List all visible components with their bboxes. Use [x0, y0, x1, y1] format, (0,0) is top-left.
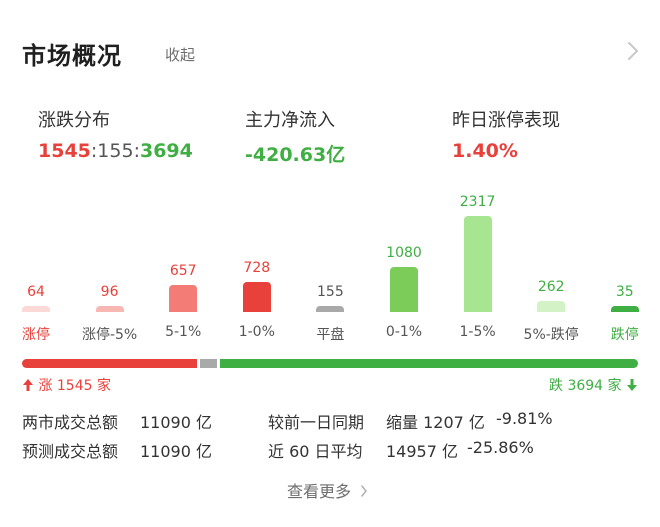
bar-5: [390, 267, 418, 312]
bar-value-label: 96: [100, 284, 119, 300]
bar-value-label: 2317: [459, 194, 496, 210]
bar-category-label: 0-1%: [385, 324, 423, 340]
down-legend: 跌 3694 家: [549, 375, 638, 396]
total-turnover-value: 11090 亿: [140, 413, 212, 432]
compare-label: 较前一日同期: [268, 413, 365, 432]
bar-2: [169, 284, 198, 312]
view-more-label: 查看更多: [287, 482, 352, 501]
sep: :: [90, 140, 98, 162]
arrow-up-icon: [22, 378, 34, 396]
down-progress-segment: [220, 359, 638, 368]
net-flow-value: -420.63亿: [245, 144, 346, 166]
bar-category-label: 1-5%: [459, 324, 496, 340]
bar-8: [610, 306, 639, 312]
distribution-chart: 64 涨停 96 涨停-5% 657 5-1% 728 1-0% 155 平盘 1080 0-1% 23…: [22, 194, 639, 343]
flat-progress-segment: [199, 359, 218, 368]
bar-3: [242, 281, 271, 312]
bar-category-label: 5%-跌停: [523, 327, 579, 343]
forecast-turnover-value: 11090 亿: [140, 442, 212, 461]
avg60-pct: -25.86%: [467, 438, 534, 457]
bar-value-label: 1080: [386, 245, 422, 262]
bar-7: [537, 301, 566, 312]
total-turnover-label: 两市成交总额: [22, 413, 119, 432]
down-legend-label: 跌 3694 家: [549, 378, 622, 394]
bar-1: [95, 306, 124, 312]
bar-category-label: 涨停: [22, 327, 50, 343]
chevron-right-icon[interactable]: [626, 40, 646, 64]
bar-category-label: 涨停-5%: [81, 327, 138, 343]
bar-value-label: 657: [169, 262, 197, 279]
limit-up-perf-value: 1.40%: [452, 140, 518, 162]
avg60-label: 近 60 日平均: [268, 442, 363, 461]
bar-value-label: 64: [27, 284, 45, 300]
bar-value-label: 155: [317, 283, 344, 300]
flat-count: 155: [97, 140, 134, 162]
down-count: 3694: [139, 140, 193, 162]
bar-category-label: 平盘: [316, 327, 345, 343]
distribution-value: 1545:155:3694: [38, 140, 193, 162]
chevron-right-icon: [360, 482, 368, 501]
up-count: 1545: [38, 140, 91, 162]
limit-up-perf-label: 昨日涨停表现: [452, 110, 560, 131]
bar-category-label: 跌停: [610, 327, 639, 343]
view-more-button[interactable]: 查看更多: [287, 478, 368, 502]
net-flow-label: 主力净流入: [245, 110, 335, 131]
bar-value-label: 262: [537, 279, 565, 296]
compare-pct: -9.81%: [496, 409, 553, 428]
bar-0: [22, 306, 50, 312]
avg60-value: 14957 亿: [386, 442, 458, 461]
bar-category-label: 1-0%: [238, 324, 275, 340]
up-legend-label: 涨 1545 家: [38, 378, 111, 394]
page-title: 市场概况: [22, 42, 122, 70]
distribution-label: 涨跌分布: [38, 110, 110, 131]
shrink-value: 缩量 1207 亿: [386, 413, 485, 432]
bar-value-label: 35: [615, 284, 634, 300]
up-progress-segment: [22, 359, 197, 368]
up-legend: 涨 1545 家: [22, 375, 111, 396]
bar-value-label: 728: [243, 259, 271, 276]
forecast-turnover-label: 预测成交总额: [22, 442, 119, 461]
collapse-button[interactable]: 收起: [165, 46, 196, 64]
arrow-down-icon: [626, 378, 638, 396]
sep: :: [133, 140, 140, 162]
bar-4: [316, 305, 345, 312]
bar-6: [463, 216, 492, 312]
bar-category-label: 5-1%: [165, 324, 202, 340]
